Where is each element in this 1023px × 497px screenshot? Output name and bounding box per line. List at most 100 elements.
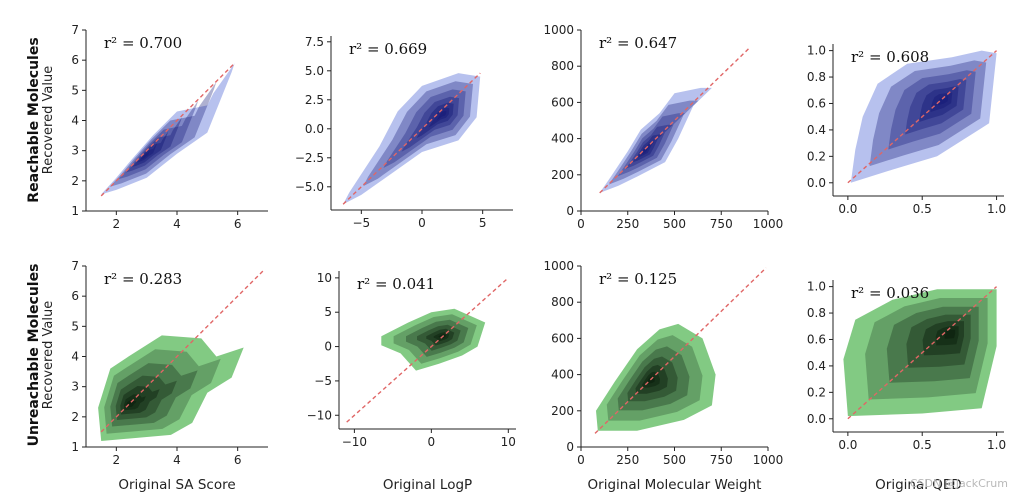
y-tick-label: 200 <box>551 168 574 182</box>
y-tick-label: 0.4 <box>807 359 826 373</box>
panel-8: 0.0 0.2 0.4 0.6 0.8 1.0 0.0 0.5 1.0 r² = 0.036 Ori… <box>807 280 1006 493</box>
x-axis-label: Original QED <box>875 477 962 493</box>
y-tick-label: 6 <box>71 53 79 67</box>
panel-2: −5.0 −2.5 0.0 2.5 5.0 7.5 −5 0 5 r² = 0.669 <box>295 35 513 230</box>
density-contour-2 <box>393 314 477 364</box>
y-tick-label: 1 <box>71 204 79 218</box>
density-contour-7 <box>126 399 137 408</box>
y-tick-label: 0.0 <box>305 122 324 136</box>
density-contour-1 <box>381 308 486 371</box>
panels-layer: 1 2 3 4 5 6 7 2 4 6 r² = 0.700 −5.0 −2.5 0.0 2.5 5.0 7.5… <box>71 23 1006 493</box>
x-tick-label: −10 <box>342 435 367 449</box>
y-tick-label: 0.8 <box>807 306 826 320</box>
x-tick-label: 250 <box>616 453 639 467</box>
x-axis-label: Original SA Score <box>118 477 235 493</box>
y-tick-label: 800 <box>551 59 574 73</box>
y-tick-label: 600 <box>551 331 574 345</box>
y-tick-label: 0.4 <box>807 123 826 137</box>
identity-line <box>599 47 750 194</box>
x-tick-label: 5 <box>479 216 487 230</box>
y-tick-label: 5 <box>324 305 332 319</box>
y-tick-label: 5.0 <box>305 64 324 78</box>
identity-line <box>100 62 236 197</box>
x-tick-label: 0.5 <box>913 438 932 452</box>
x-axis-label: Original Molecular Weight <box>588 477 762 493</box>
y-tick-label: 0.8 <box>807 70 826 84</box>
density-contour-3 <box>886 306 979 383</box>
y-tick-label: 4 <box>71 350 79 364</box>
x-tick-label: 750 <box>710 217 733 231</box>
y-tick-label: 0.0 <box>807 412 826 426</box>
ylabel-row-1: Recovered Value <box>41 66 56 174</box>
y-tick-label: 0 <box>566 204 574 218</box>
x-tick-label: 0 <box>577 453 585 467</box>
y-tick-label: 0.0 <box>807 176 826 190</box>
watermark: CSDN @JackCrum <box>910 477 1008 490</box>
identity-line <box>346 277 509 423</box>
identity-line <box>100 268 266 433</box>
r2-annotation: r² = 0.669 <box>349 40 427 58</box>
r2-annotation: r² = 0.283 <box>104 270 182 288</box>
density-contour-7 <box>641 146 650 155</box>
y-tick-label: 0.6 <box>807 332 826 346</box>
row-label-unreachable: Unreachable Molecules <box>26 264 42 447</box>
y-tick-label: 1.0 <box>807 44 826 58</box>
x-tick-label: 2 <box>113 453 121 467</box>
y-tick-label: 400 <box>551 132 574 146</box>
x-tick-label: 1000 <box>753 453 784 467</box>
r2-annotation: r² = 0.036 <box>851 284 929 302</box>
density-contour-7 <box>944 329 956 339</box>
x-tick-label: 750 <box>710 453 733 467</box>
r2-annotation: r² = 0.700 <box>104 34 182 52</box>
x-tick-label: 0.0 <box>838 438 857 452</box>
x-tick-label: 0 <box>428 435 436 449</box>
identity-line <box>847 50 998 184</box>
panel-3: 0 200 400 600 800 1000 0 250 500 750 1000 r² = 0.64… <box>543 23 783 231</box>
identity-line <box>847 286 998 420</box>
panel-5: 1 2 3 4 5 6 7 2 4 6 r² = 0.283 Original SA Score <box>71 259 268 493</box>
y-tick-label: 0.6 <box>807 96 826 110</box>
density-contour-7 <box>938 96 949 106</box>
x-tick-label: 500 <box>663 217 686 231</box>
row-label-reachable: Reachable Molecules <box>26 37 42 202</box>
x-tick-label: 10 <box>501 435 516 449</box>
y-tick-label: 7 <box>71 259 79 273</box>
y-tick-label: 600 <box>551 95 574 109</box>
y-tick-label: 10 <box>317 271 332 285</box>
y-tick-label: 0.2 <box>807 149 826 163</box>
x-tick-label: 6 <box>234 453 242 467</box>
x-tick-label: 500 <box>663 453 686 467</box>
y-tick-label: 0 <box>566 440 574 454</box>
density-contour-3 <box>110 363 198 427</box>
x-tick-label: 1.0 <box>987 438 1006 452</box>
y-tick-label: 7.5 <box>305 35 324 49</box>
identity-line <box>342 72 481 205</box>
ylabel-row-2: Recovered Value <box>41 301 56 409</box>
x-tick-label: 1000 <box>753 217 784 231</box>
panel-1: 1 2 3 4 5 6 7 2 4 6 r² = 0.700 <box>71 23 268 231</box>
panel-6: −10 −5 0 5 10 −10 0 10 r² = 0.041 Original LogP <box>307 271 516 493</box>
y-tick-label: 4 <box>71 114 79 128</box>
y-tick-label: 5 <box>71 83 79 97</box>
y-tick-label: 2 <box>71 174 79 188</box>
y-tick-label: 1000 <box>543 259 574 273</box>
y-tick-label: 800 <box>551 295 574 309</box>
y-tick-label: 7 <box>71 23 79 37</box>
identity-line <box>594 267 767 434</box>
r2-annotation: r² = 0.647 <box>599 34 677 52</box>
panel-7: 0 200 400 600 800 1000 0 250 500 750 1000 r² = 0.12… <box>543 259 783 493</box>
x-tick-label: 0.5 <box>913 202 932 216</box>
x-axis-label: Original LogP <box>383 477 472 493</box>
x-tick-label: 1.0 <box>987 202 1006 216</box>
panel-4: 0.0 0.2 0.4 0.6 0.8 1.0 0.0 0.5 1.0 r² = 0.608 <box>807 44 1006 216</box>
y-tick-label: −5 <box>314 374 332 388</box>
y-tick-label: 2 <box>71 410 79 424</box>
y-tick-label: 0.2 <box>807 385 826 399</box>
y-tick-label: −2.5 <box>295 151 324 165</box>
density-contour-6 <box>137 142 158 163</box>
y-tick-label: 400 <box>551 368 574 382</box>
r2-annotation: r² = 0.125 <box>599 270 677 288</box>
y-tick-label: 1.0 <box>807 280 826 294</box>
r2-annotation: r² = 0.608 <box>851 48 929 66</box>
